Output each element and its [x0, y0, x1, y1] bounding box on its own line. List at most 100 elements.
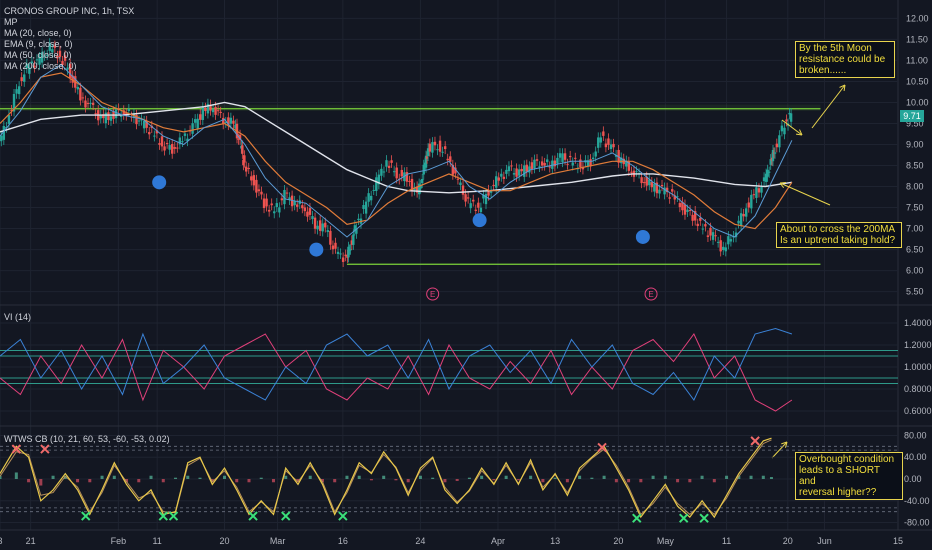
candle-body [415, 186, 419, 193]
candle-body [502, 176, 506, 179]
candle-body [209, 104, 212, 111]
candle-body [51, 49, 54, 53]
candle-body [500, 173, 503, 177]
candle-body [591, 157, 595, 160]
moon-marker [635, 229, 650, 244]
candle-body [196, 118, 199, 129]
candle-body [392, 171, 396, 173]
candle-body [512, 173, 516, 175]
candle-body [280, 198, 284, 201]
candle-body [350, 240, 354, 245]
wt-histogram-bar [602, 475, 606, 479]
candle-body [153, 135, 156, 137]
candle-body [247, 167, 250, 169]
x-tick-label: 24 [415, 536, 425, 546]
candle-body [492, 184, 495, 187]
wt-histogram-bar [627, 479, 631, 483]
candle-body [469, 203, 472, 209]
buy-signal-marker [632, 513, 642, 523]
candle-body [421, 178, 424, 184]
candle-body [385, 160, 388, 167]
candle-body [597, 137, 600, 148]
wt-histogram-bar [769, 477, 773, 479]
candle-body [535, 159, 539, 161]
candle-body [137, 120, 141, 122]
x-tick-label: May [657, 536, 675, 546]
candle-body [252, 175, 256, 186]
candle-body [446, 158, 449, 161]
y-tick-label: 6.00 [906, 266, 924, 276]
candle-body [714, 235, 717, 237]
candle-body [45, 54, 49, 56]
y-tick-label: 6.50 [906, 245, 924, 255]
candle-body [20, 77, 23, 82]
x-tick-label: Feb [111, 536, 127, 546]
wt-histogram-bar [14, 472, 18, 479]
candle-body [604, 143, 608, 148]
x-tick-label: 21 [26, 536, 36, 546]
candle-body [422, 164, 425, 175]
candle-body [219, 111, 222, 113]
candle-body [461, 185, 465, 195]
sell-signal-marker-glyph [40, 444, 50, 454]
candle-body [86, 103, 90, 105]
y-tick-label: 11.00 [906, 55, 928, 65]
candle-body [324, 222, 327, 228]
candle-body [701, 228, 705, 230]
candle-body [155, 130, 159, 134]
wt-histogram-bar [700, 475, 704, 479]
candle-body [658, 189, 661, 194]
buy-signal-marker [248, 511, 258, 521]
wt-histogram-bar [296, 479, 300, 483]
candle-body [238, 134, 242, 140]
candle-body [510, 165, 513, 167]
candle-body [241, 145, 244, 154]
candle-body [171, 144, 174, 154]
candle-body [89, 102, 92, 104]
candle-body [581, 166, 585, 170]
candle-body [507, 166, 511, 172]
buy-signal-marker [338, 511, 348, 521]
candle-body [107, 112, 110, 121]
wt-histogram-bar [125, 479, 129, 483]
vi-legend: VI (14) [4, 312, 32, 322]
wt-histogram-bar [333, 479, 337, 483]
wt-histogram-bar [394, 479, 398, 481]
candle-body [28, 67, 31, 74]
y-tick-label: 0.8000 [904, 384, 932, 394]
x-tick-label: 16 [338, 536, 348, 546]
wt-histogram-bar [223, 475, 226, 479]
wt-histogram-bar [663, 475, 667, 479]
candle-body [706, 235, 710, 238]
candle-body [528, 166, 531, 173]
candle-body [548, 166, 551, 168]
buy-signal-marker [81, 511, 91, 521]
wt-histogram-bar [725, 475, 729, 479]
candle-body [186, 138, 189, 142]
wt-histogram-bar [198, 477, 202, 479]
candle-body [56, 55, 59, 59]
resistance-zone [0, 104, 821, 111]
candle-body [336, 251, 340, 254]
wt-histogram-bar [455, 479, 459, 481]
candle-body [586, 160, 590, 166]
candle-body [676, 196, 679, 198]
candle-body [326, 230, 330, 233]
sell-signal-marker [40, 444, 50, 454]
candle-body [224, 121, 227, 123]
buy-signal-marker-glyph [338, 511, 348, 521]
candle-body [762, 177, 766, 182]
candle-body [724, 247, 727, 252]
candle-body [122, 110, 125, 115]
candle-body [71, 75, 74, 83]
candle-body [104, 112, 108, 124]
main-legend: CRONOS GROUP INC, 1h, TSX MP MA (20, clo… [4, 6, 134, 72]
candle-body [357, 218, 360, 221]
candle-body [270, 203, 273, 206]
candle-body [201, 107, 205, 120]
candle-body [650, 182, 654, 188]
y-tick-label: 1.2000 [904, 340, 932, 350]
candle-body [176, 147, 179, 149]
candle-body [135, 114, 138, 125]
